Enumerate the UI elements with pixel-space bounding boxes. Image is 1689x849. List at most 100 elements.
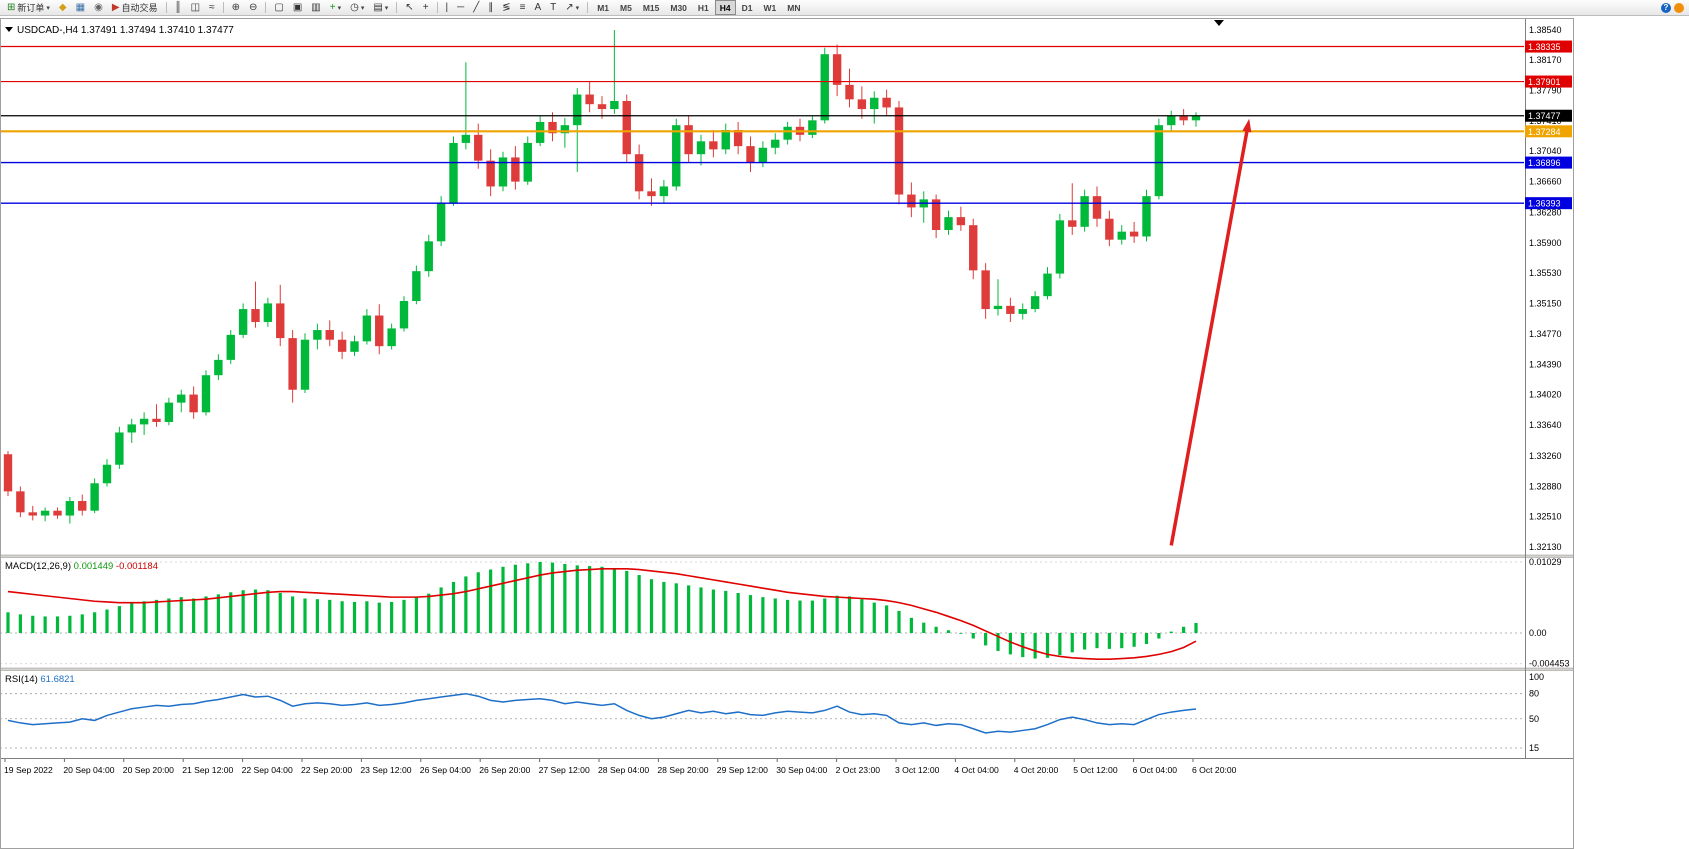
time-axis-label: 3 Oct 12:00 (895, 765, 940, 775)
zoom-in-button[interactable]: ⊕ (228, 0, 244, 16)
cascade-windows-icon: ▣ (292, 1, 303, 13)
price-axis-label: 1.33640 (1529, 420, 1562, 430)
chart-window: USDCAD-,H4 1.37491 1.37494 1.37410 1.374… (0, 18, 1574, 849)
price-badge-text: 1.37284 (1528, 127, 1561, 137)
text-label-button[interactable]: T (546, 0, 560, 16)
channel-button[interactable]: ∥ (484, 0, 497, 16)
panel-separator[interactable] (0, 667, 1574, 671)
macd-axis-label: 0.00 (1529, 628, 1547, 638)
templates-icon: ▤ (373, 1, 383, 13)
cascade-windows-button[interactable]: ▣ (289, 0, 306, 16)
zoom-out-button[interactable]: ⊖ (245, 0, 261, 16)
time-axis-label: 23 Sep 12:00 (360, 765, 411, 775)
time-axis-label: 22 Sep 20:00 (301, 765, 352, 775)
timeframe-w1-button[interactable]: W1 (763, 2, 777, 13)
text-icon: A (534, 1, 542, 13)
chevron-down-icon: ▾ (337, 4, 342, 12)
shapes-button[interactable]: ≡ (516, 0, 530, 16)
rsi-axis-label: 80 (1529, 689, 1539, 699)
time-axis-label: 4 Oct 04:00 (954, 765, 999, 775)
price-axis-label: 1.38170 (1529, 55, 1562, 65)
price-badge-text: 1.38335 (1528, 42, 1561, 52)
fibonacci-button[interactable]: ≶ (498, 0, 514, 16)
fibonacci-icon: ≶ (502, 1, 511, 13)
text-label-icon: T (550, 1, 557, 13)
horizontal-line-icon: ─ (457, 1, 465, 13)
timeframe-m30-button[interactable]: M30 (670, 2, 687, 13)
vertical-line-icon: | (445, 1, 449, 13)
timeframe-m15-button[interactable]: M15 (642, 2, 660, 13)
arrows-objects-button[interactable]: ↗ ▾ (561, 0, 583, 16)
chevron-down-icon: ▾ (384, 4, 389, 12)
templates-button[interactable]: ▤ ▾ (369, 0, 392, 16)
help-icon[interactable]: ? (1661, 2, 1671, 13)
price-axis-label: 1.37040 (1529, 146, 1562, 156)
trendline-icon: ╱ (473, 1, 480, 13)
timeframe-m1-button[interactable]: M1 (597, 2, 609, 13)
trendline-button[interactable]: ╱ (469, 0, 483, 16)
price-axis-label: 1.32510 (1529, 511, 1562, 521)
chart-bars-icon: ║ (174, 1, 182, 13)
autotrading-button-label: 自动交易 (121, 3, 158, 13)
tile-windows-button[interactable]: ▥ (307, 0, 324, 16)
mql5-community-icon[interactable]: ◆ (55, 0, 71, 16)
timeframe-mn-button[interactable]: MN (787, 2, 801, 13)
mql5-community-icon-icon: ◆ (58, 1, 67, 13)
macd-axis-label: 0.01029 (1529, 557, 1562, 567)
price-axis-label: 1.36660 (1529, 177, 1562, 187)
time-axis-label: 6 Oct 04:00 (1133, 765, 1178, 775)
time-axis-label: 21 Sep 12:00 (182, 765, 233, 775)
timeframe-m5-button[interactable]: M5 (620, 2, 632, 13)
time-axis-label: 28 Sep 04:00 (598, 765, 649, 775)
new-window-button[interactable]: ▢ (270, 0, 287, 16)
rsi-label: RSI(14) 61.6821 (5, 674, 75, 685)
chevron-down-icon: ▾ (575, 4, 580, 12)
toolbar-separator (587, 2, 589, 13)
time-axis-label: 26 Sep 04:00 (420, 765, 471, 775)
timeframe-d1-button[interactable]: D1 (741, 2, 753, 13)
chart-plot-area[interactable] (0, 22, 1524, 555)
autotrading-button[interactable]: ▶ 自动交易 (108, 0, 162, 16)
toolbar-separator (165, 2, 167, 13)
price-axis[interactable]: 1.385401.381701.377901.374101.370401.366… (1525, 18, 1572, 758)
macd-signal-line (7, 568, 1197, 661)
panel-separator[interactable] (0, 554, 1574, 558)
chevron-down-icon: ▾ (46, 4, 50, 12)
vertical-line-button[interactable]: | (442, 0, 453, 16)
market-news-icon[interactable]: ◉ (90, 0, 107, 16)
price-badge-text: 1.37477 (1528, 111, 1561, 121)
tile-windows-icon: ▥ (311, 1, 321, 13)
chart-line-button[interactable]: ≈ (205, 0, 219, 16)
collapse-chart-icon[interactable] (5, 27, 13, 32)
timeframe-h4-button[interactable]: H4 (714, 0, 736, 15)
price-axis-label: 1.34020 (1529, 390, 1562, 400)
price-axis-label: 1.34390 (1529, 360, 1562, 370)
text-button[interactable]: A (531, 0, 546, 16)
price-axis-label: 1.35900 (1529, 238, 1562, 248)
community-icon[interactable] (1674, 2, 1684, 13)
new-order-button-label: 新订单 (17, 3, 45, 13)
chart-candles-button[interactable]: ◫ (187, 0, 204, 16)
chevron-down-icon: ▾ (360, 4, 365, 12)
arrow-annotation[interactable] (1169, 118, 1252, 546)
rsi-axis-label: 50 (1529, 714, 1539, 724)
cursor-button[interactable]: ↖ (401, 0, 417, 16)
time-axis-label: 26 Sep 20:00 (479, 765, 530, 775)
chart-bars-button[interactable]: ║ (171, 0, 186, 16)
price-badge-text: 1.36896 (1528, 158, 1561, 168)
rsi-panel: RSI(14) 61.6821 (0, 674, 1524, 749)
periods-button[interactable]: ◷ ▾ (346, 0, 368, 16)
cursor-icon: ↖ (405, 1, 414, 13)
time-axis-label: 20 Sep 20:00 (123, 765, 174, 775)
new-order-icon: ⊞ (7, 1, 16, 13)
chart-shift-marker-icon (1214, 20, 1224, 26)
add-indicator-button[interactable]: + ▾ (326, 0, 345, 16)
macd-axis-label: -0.004453 (1529, 659, 1570, 669)
new-order-button[interactable]: ⊞ 新订单 ▾ (3, 0, 54, 16)
horizontal-line-button[interactable]: ─ (453, 0, 468, 16)
charts-window-icon[interactable]: ▦ (72, 0, 89, 16)
time-axis[interactable]: 19 Sep 2022 20 Sep 04:00 20 Sep 20:00 21 Se… (4, 759, 1237, 775)
timeframe-h1-button[interactable]: H1 (697, 2, 709, 13)
crosshair-button[interactable]: + (419, 0, 433, 16)
price-axis-label: 1.35530 (1529, 268, 1562, 278)
